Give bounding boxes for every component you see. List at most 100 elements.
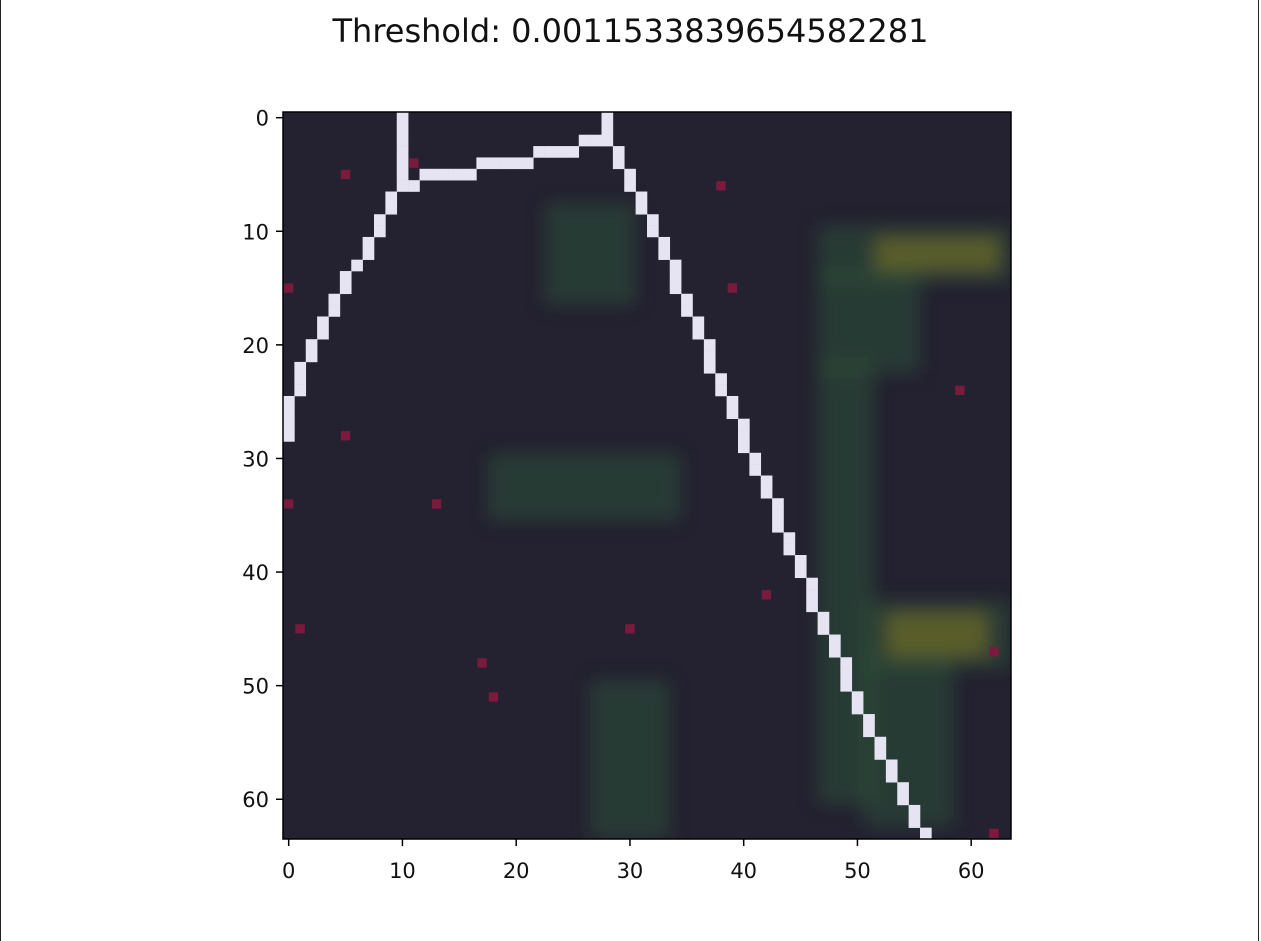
path-cell-37 xyxy=(328,305,341,317)
y-tick-label-30: 30 xyxy=(242,447,269,471)
path-cell-92 xyxy=(829,634,841,647)
path-cell-44 xyxy=(294,384,307,397)
plot-area xyxy=(283,112,1011,839)
path-cell-1 xyxy=(396,123,409,136)
path-cell-47 xyxy=(283,418,295,431)
path-cell-98 xyxy=(851,702,864,715)
path-cell-63 xyxy=(681,305,693,317)
path-cell-73 xyxy=(738,418,750,431)
path-cell-10 xyxy=(442,168,454,181)
path-cell-90 xyxy=(817,611,830,624)
path-cell-79 xyxy=(760,486,773,499)
path-cell-48 xyxy=(283,430,295,442)
path-cell-26 xyxy=(601,112,614,124)
path-cell-49 xyxy=(612,146,625,158)
path-cell-70 xyxy=(715,384,727,397)
point-layer xyxy=(284,158,999,838)
path-cell-38 xyxy=(317,316,329,329)
path-cell-56 xyxy=(647,225,659,238)
path-cell-95 xyxy=(840,668,853,681)
path-cell-31 xyxy=(362,236,375,249)
x-tick-label-50: 50 xyxy=(844,859,871,883)
path-cell-74 xyxy=(738,430,750,442)
path-cell-13 xyxy=(476,157,489,170)
y-tick-label-50: 50 xyxy=(242,675,269,699)
path-cell-11 xyxy=(453,168,466,181)
path-cell-22 xyxy=(578,134,591,147)
path-cell-51 xyxy=(624,168,636,181)
heatmap-glow-7 xyxy=(885,611,989,658)
path-cell-78 xyxy=(760,475,773,488)
x-tick-label-60: 60 xyxy=(958,859,985,883)
data-point-14 xyxy=(488,692,499,702)
path-cell-69 xyxy=(715,373,727,385)
path-cell-72 xyxy=(726,407,739,420)
x-tick-label-20: 20 xyxy=(503,859,530,883)
path-cell-42 xyxy=(294,361,307,374)
path-cell-102 xyxy=(874,748,887,760)
x-tick-label-30: 30 xyxy=(617,859,644,883)
path-cell-97 xyxy=(851,691,864,703)
path-cell-16 xyxy=(510,157,523,170)
data-point-15 xyxy=(989,828,999,838)
y-tick-label-20: 20 xyxy=(242,334,269,358)
y-tick-label-0: 0 xyxy=(256,107,269,131)
path-cell-21 xyxy=(567,146,580,158)
path-cell-4 xyxy=(396,157,409,170)
path-cell-12 xyxy=(465,168,477,181)
path-cell-53 xyxy=(635,191,648,204)
path-cell-19 xyxy=(544,146,557,158)
path-cell-104 xyxy=(885,770,898,783)
path-cell-57 xyxy=(658,236,671,249)
heatmap-glow-4 xyxy=(487,452,682,521)
path-layer xyxy=(283,112,932,839)
path-cell-86 xyxy=(794,566,807,579)
path-cell-105 xyxy=(897,782,909,794)
path-cell-6 xyxy=(396,180,409,192)
data-point-9 xyxy=(761,590,772,600)
x-tick-label-10: 10 xyxy=(389,859,416,883)
data-point-0 xyxy=(409,158,419,168)
path-cell-55 xyxy=(647,214,659,226)
data-point-6 xyxy=(340,431,351,441)
heatmap-glow-8 xyxy=(590,679,670,839)
data-point-13 xyxy=(477,658,487,668)
heatmap-glow-2 xyxy=(817,271,920,374)
chart-title: Threshold: 0.0011533839654582281 xyxy=(332,12,929,50)
data-point-12 xyxy=(989,646,999,657)
path-cell-0 xyxy=(396,112,409,124)
path-cell-71 xyxy=(726,395,739,408)
path-cell-101 xyxy=(874,736,887,749)
path-cell-61 xyxy=(669,282,682,295)
path-cell-15 xyxy=(499,157,511,170)
path-cell-107 xyxy=(908,804,921,817)
y-tick-label-10: 10 xyxy=(242,220,269,244)
path-cell-17 xyxy=(521,157,534,170)
path-cell-33 xyxy=(351,259,363,272)
path-cell-36 xyxy=(328,293,341,306)
path-cell-109 xyxy=(920,827,932,839)
path-cell-88 xyxy=(806,589,818,601)
path-cell-39 xyxy=(317,327,329,340)
path-cell-8 xyxy=(419,168,432,181)
path-cell-81 xyxy=(772,509,784,522)
path-cell-52 xyxy=(624,180,636,192)
path-cell-85 xyxy=(794,555,807,567)
path-cell-40 xyxy=(305,339,318,351)
path-cell-43 xyxy=(294,373,307,385)
path-cell-84 xyxy=(783,543,796,556)
x-tick-label-40: 40 xyxy=(730,859,757,883)
path-cell-76 xyxy=(749,452,762,465)
path-cell-50 xyxy=(612,157,625,170)
data-point-11 xyxy=(625,624,635,634)
path-cell-58 xyxy=(658,248,671,260)
path-cell-29 xyxy=(374,214,386,226)
heatmap-glow-1 xyxy=(874,236,1000,272)
path-cell-35 xyxy=(339,282,352,295)
path-cell-87 xyxy=(806,577,818,590)
path-cell-27 xyxy=(385,191,398,204)
plot-border xyxy=(282,111,1012,840)
axis-layer: 0 10 20 30 40 50 60 0 10 20 30 40 50 60 xyxy=(242,107,984,883)
